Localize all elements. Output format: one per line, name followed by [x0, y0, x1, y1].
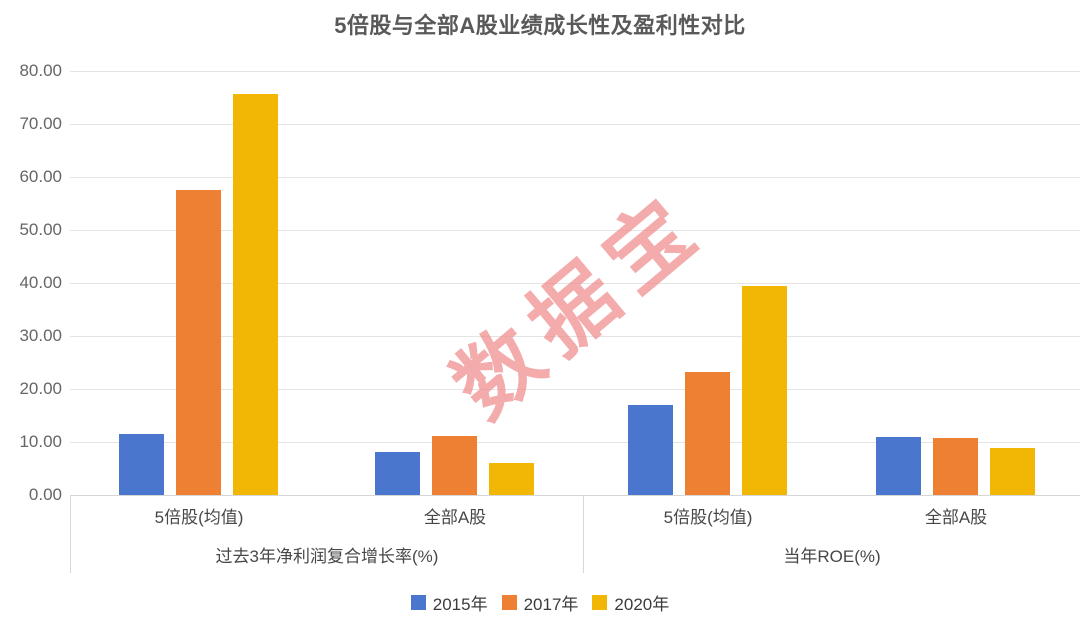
subcategory-label: 全部A股	[423, 507, 487, 527]
bar-2017年-5倍股(均值)	[176, 190, 221, 495]
y-axis-tick-label: 80.00	[19, 61, 62, 80]
y-axis-tick-label: 60.00	[19, 167, 62, 186]
legend-swatch-2015年	[410, 595, 426, 610]
bar-2015年-5倍股(均值)	[119, 434, 164, 495]
y-axis-tick-label: 40.00	[19, 273, 62, 292]
legend-swatch-2020年	[592, 595, 608, 610]
group-label: 过去3年净利润复合增长率(%)	[215, 546, 439, 566]
gridline	[70, 230, 1080, 231]
gridline	[70, 389, 1080, 390]
subcategory-row: 5倍股(均值) 全部A股	[584, 495, 1080, 535]
axis-group: 5倍股(均值) 全部A股过去3年净利润复合增长率(%)	[70, 495, 583, 573]
legend-item: 2017年	[501, 590, 579, 615]
bar-2015年-5倍股(均值)	[628, 405, 673, 495]
bar-2017年-全部A股	[933, 438, 978, 495]
y-axis-tick-label: 50.00	[19, 220, 62, 239]
subcategory-row: 5倍股(均值) 全部A股	[71, 495, 583, 535]
subcategory-label: 5倍股(均值)	[154, 507, 244, 527]
x-axis-labels: 5倍股(均值) 全部A股过去3年净利润复合增长率(%) 5倍股(均值) 全部A股当年R…	[70, 495, 1080, 573]
legend-item: 2015年	[410, 590, 488, 615]
bar-2015年-全部A股	[375, 452, 420, 495]
bar-2017年-5倍股(均值)	[685, 372, 730, 495]
gridline	[70, 283, 1080, 284]
bar-2020年-5倍股(均值)	[233, 94, 278, 495]
subcategory-label: 5倍股(均值)	[663, 507, 753, 527]
chart-title: 5倍股与全部A股业绩成长性及盈利性对比	[334, 13, 746, 38]
legend-label: 2015年	[432, 595, 488, 614]
bar-2020年-5倍股(均值)	[742, 286, 787, 495]
bar-2020年-全部A股	[990, 448, 1035, 495]
axis-group: 5倍股(均值) 全部A股当年ROE(%)	[583, 495, 1080, 573]
subcategory-label: 全部A股	[924, 507, 988, 527]
gridline	[70, 336, 1080, 337]
y-axis-tick-label: 0.00	[28, 485, 62, 504]
bar-2020年-全部A股	[489, 463, 534, 495]
legend-swatch-2017年	[501, 595, 517, 610]
legend-label: 2020年	[614, 595, 670, 614]
plot-area	[70, 71, 1080, 496]
y-axis-tick-label: 30.00	[19, 326, 62, 345]
legend: 2015年 2017年 2020年	[0, 590, 1080, 615]
y-axis-tick-label: 70.00	[19, 114, 62, 133]
y-axis-tick-label: 20.00	[19, 379, 62, 398]
gridline	[70, 71, 1080, 72]
bar-2017年-全部A股	[432, 436, 477, 495]
group-label: 当年ROE(%)	[783, 546, 881, 566]
y-axis-tick-label: 10.00	[19, 432, 62, 451]
x-axis-line	[70, 495, 1080, 496]
bar-2015年-全部A股	[876, 437, 921, 495]
legend-label: 2017年	[523, 595, 579, 614]
gridline	[70, 442, 1080, 443]
legend-item: 2020年	[592, 590, 669, 615]
gridline	[70, 177, 1080, 178]
gridline	[70, 124, 1080, 125]
